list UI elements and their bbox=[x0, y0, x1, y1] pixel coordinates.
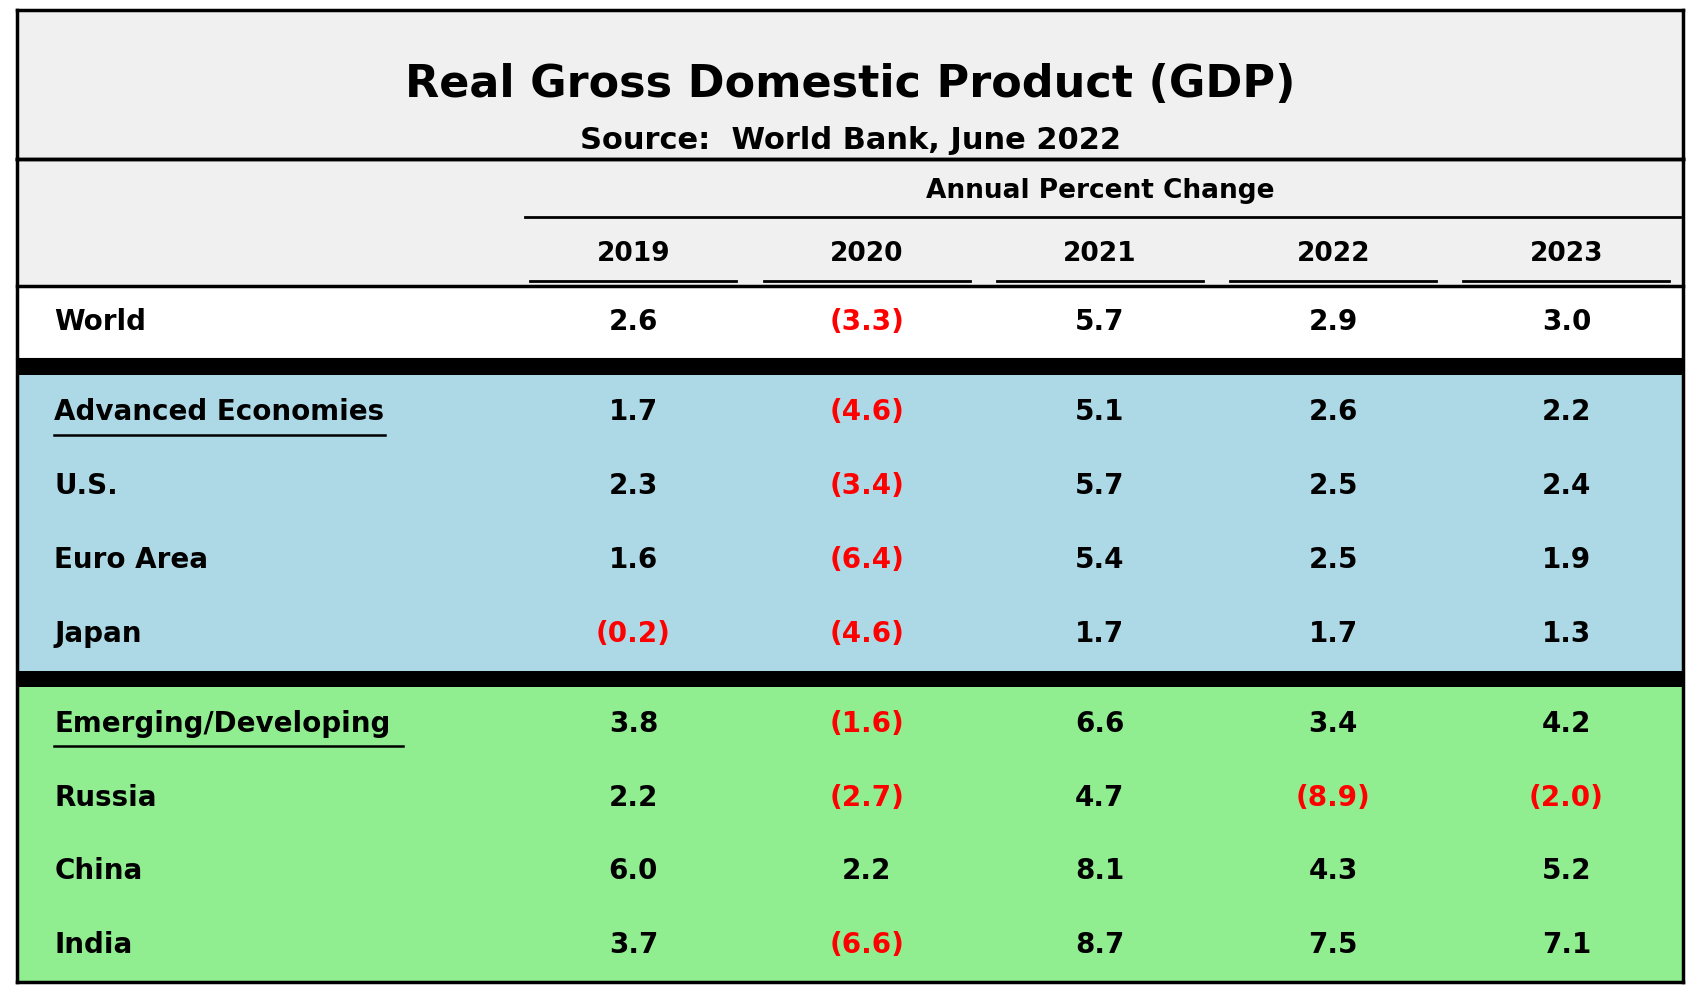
Text: (3.4): (3.4) bbox=[830, 472, 904, 500]
Text: 3.7: 3.7 bbox=[609, 931, 658, 959]
FancyBboxPatch shape bbox=[17, 359, 1683, 375]
FancyBboxPatch shape bbox=[17, 909, 1683, 982]
Text: 4.2: 4.2 bbox=[1542, 709, 1591, 738]
Text: 2.2: 2.2 bbox=[1542, 399, 1591, 427]
Text: 1.9: 1.9 bbox=[1542, 546, 1591, 574]
Text: 2019: 2019 bbox=[597, 241, 670, 267]
Text: 5.7: 5.7 bbox=[1074, 472, 1125, 500]
Text: 2021: 2021 bbox=[1062, 241, 1137, 267]
Text: Annual Percent Change: Annual Percent Change bbox=[925, 178, 1275, 203]
Text: (3.3): (3.3) bbox=[830, 309, 904, 336]
Text: (6.4): (6.4) bbox=[830, 546, 904, 574]
Text: 2.3: 2.3 bbox=[609, 472, 658, 500]
FancyBboxPatch shape bbox=[17, 286, 1683, 359]
Text: (0.2): (0.2) bbox=[597, 620, 672, 648]
Text: (6.6): (6.6) bbox=[830, 931, 904, 959]
Text: 4.7: 4.7 bbox=[1074, 784, 1125, 811]
Text: Euro Area: Euro Area bbox=[54, 546, 209, 574]
Text: U.S.: U.S. bbox=[54, 472, 119, 500]
Text: 2.5: 2.5 bbox=[1309, 546, 1358, 574]
Text: 2020: 2020 bbox=[830, 241, 903, 267]
FancyBboxPatch shape bbox=[17, 834, 1683, 909]
Text: 3.4: 3.4 bbox=[1309, 709, 1358, 738]
Text: 2.5: 2.5 bbox=[1309, 472, 1358, 500]
FancyBboxPatch shape bbox=[17, 375, 1683, 449]
Text: (1.6): (1.6) bbox=[830, 709, 904, 738]
Text: 6.6: 6.6 bbox=[1074, 709, 1125, 738]
Text: 5.4: 5.4 bbox=[1074, 546, 1125, 574]
FancyBboxPatch shape bbox=[17, 671, 1683, 686]
Text: China: China bbox=[54, 857, 143, 885]
Text: 2022: 2022 bbox=[1297, 241, 1370, 267]
Text: 8.1: 8.1 bbox=[1076, 857, 1124, 885]
Text: 2.6: 2.6 bbox=[1309, 399, 1358, 427]
Text: 2023: 2023 bbox=[1530, 241, 1603, 267]
Text: 1.7: 1.7 bbox=[609, 399, 658, 427]
FancyBboxPatch shape bbox=[17, 449, 1683, 523]
Text: Emerging/Developing: Emerging/Developing bbox=[54, 709, 391, 738]
Text: 1.7: 1.7 bbox=[1076, 620, 1124, 648]
Text: 2.4: 2.4 bbox=[1542, 472, 1591, 500]
Text: World: World bbox=[54, 309, 146, 336]
Text: Advanced Economies: Advanced Economies bbox=[54, 399, 384, 427]
Text: (4.6): (4.6) bbox=[830, 399, 904, 427]
FancyBboxPatch shape bbox=[17, 159, 1683, 223]
Text: 7.5: 7.5 bbox=[1309, 931, 1358, 959]
Text: (8.9): (8.9) bbox=[1295, 784, 1370, 811]
Text: Russia: Russia bbox=[54, 784, 156, 811]
FancyBboxPatch shape bbox=[17, 10, 1683, 159]
Text: 1.7: 1.7 bbox=[1309, 620, 1358, 648]
FancyBboxPatch shape bbox=[17, 523, 1683, 597]
Text: 1.6: 1.6 bbox=[609, 546, 658, 574]
Text: 2.2: 2.2 bbox=[842, 857, 891, 885]
Text: India: India bbox=[54, 931, 133, 959]
FancyBboxPatch shape bbox=[17, 597, 1683, 671]
Text: Real Gross Domestic Product (GDP): Real Gross Domestic Product (GDP) bbox=[405, 62, 1295, 106]
Text: 8.7: 8.7 bbox=[1074, 931, 1125, 959]
FancyBboxPatch shape bbox=[17, 686, 1683, 761]
Text: (2.7): (2.7) bbox=[830, 784, 904, 811]
Text: (4.6): (4.6) bbox=[830, 620, 904, 648]
Text: 1.3: 1.3 bbox=[1542, 620, 1591, 648]
Text: 5.2: 5.2 bbox=[1542, 857, 1591, 885]
Text: 2.9: 2.9 bbox=[1309, 309, 1358, 336]
Text: 3.8: 3.8 bbox=[609, 709, 658, 738]
Text: 3.0: 3.0 bbox=[1542, 309, 1591, 336]
Text: 5.1: 5.1 bbox=[1074, 399, 1125, 427]
Text: Source:  World Bank, June 2022: Source: World Bank, June 2022 bbox=[580, 126, 1120, 156]
Text: 4.3: 4.3 bbox=[1309, 857, 1358, 885]
FancyBboxPatch shape bbox=[17, 223, 1683, 286]
Text: 7.1: 7.1 bbox=[1542, 931, 1591, 959]
Text: 2.2: 2.2 bbox=[609, 784, 658, 811]
FancyBboxPatch shape bbox=[17, 761, 1683, 834]
Text: 5.7: 5.7 bbox=[1074, 309, 1125, 336]
Text: 6.0: 6.0 bbox=[609, 857, 658, 885]
Text: (2.0): (2.0) bbox=[1528, 784, 1603, 811]
Text: 2.6: 2.6 bbox=[609, 309, 658, 336]
Text: Japan: Japan bbox=[54, 620, 141, 648]
